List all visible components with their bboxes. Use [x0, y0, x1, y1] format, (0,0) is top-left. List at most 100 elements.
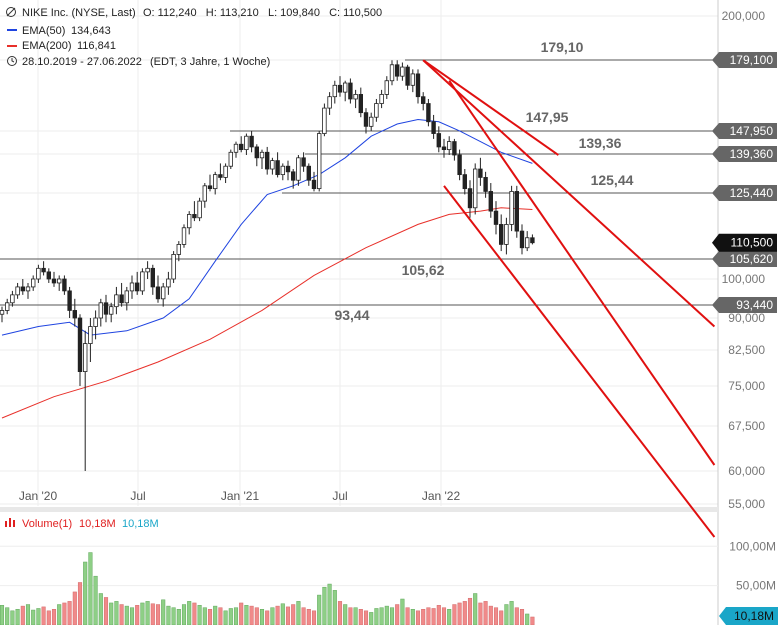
candle-93 — [483, 171, 488, 198]
clock-icon — [7, 56, 17, 66]
candle-1 — [5, 298, 10, 315]
candle-35 — [181, 224, 187, 248]
ema50-value: 134,643 — [71, 25, 111, 37]
price-tag-bg-5 — [719, 251, 777, 267]
candle-body-43 — [223, 165, 228, 178]
candle-62 — [322, 103, 327, 137]
candle-body-12 — [62, 278, 67, 292]
volume-bar-100 — [519, 609, 525, 625]
volume-bar-97 — [504, 604, 509, 625]
volume-value-1: 10,18M — [79, 518, 116, 530]
candle-87 — [452, 138, 457, 161]
volume-bar-20 — [103, 597, 109, 625]
candle-body-42 — [218, 174, 223, 178]
candle-body-35 — [181, 227, 187, 245]
candle-32 — [166, 271, 171, 295]
candle-70 — [363, 108, 369, 134]
candle-61 — [316, 130, 322, 192]
support-resistance-levels: 179,10 147,95 139,36 125,44 105,62 93,44 — [0, 39, 718, 323]
candle-97 — [504, 217, 509, 255]
candle-23 — [119, 282, 124, 307]
candle-91 — [472, 163, 478, 215]
volume-bar-53 — [275, 605, 280, 625]
volume-bar-77 — [400, 598, 405, 625]
price-tag-1: 179,100 — [730, 53, 774, 67]
candle-19 — [98, 298, 103, 327]
candle-body-77 — [400, 66, 405, 77]
volume-bar-68 — [353, 607, 358, 625]
volume-bar-15 — [77, 582, 83, 625]
time-axis: Jan '20 Jul Jan '21 Jul Jan '22 — [19, 489, 461, 503]
candle-52 — [270, 157, 275, 175]
candle-75 — [389, 60, 395, 86]
candle-81 — [420, 92, 426, 111]
candle-body-21 — [109, 306, 114, 315]
volume-bar-34 — [176, 609, 181, 625]
candle-body-10 — [51, 278, 57, 284]
price-tag-5: 105,620 — [730, 252, 774, 266]
volume-bar-27 — [140, 602, 145, 625]
price-tick-9: 82,500 — [728, 343, 765, 357]
candle-body-99 — [514, 191, 519, 232]
candle-26 — [134, 271, 140, 295]
volume-bar-49 — [254, 607, 259, 625]
candle-46 — [238, 136, 244, 153]
candle-body-102 — [530, 237, 535, 244]
candle-84 — [436, 126, 441, 153]
candle-98 — [509, 185, 514, 232]
volume-bar-62 — [322, 586, 327, 625]
volume-bar-56 — [291, 604, 296, 625]
candle-body-79 — [410, 73, 415, 86]
price-tag-bg-3 — [719, 146, 777, 162]
price-tick-6: 100,000 — [722, 272, 766, 286]
price-tag-arrow-2 — [712, 123, 719, 139]
volume-bar-21 — [109, 602, 114, 625]
volume-bar-24 — [124, 605, 129, 625]
last-price-tag-arrow — [712, 233, 719, 252]
volume-bar-40 — [207, 609, 213, 625]
candle-9 — [46, 268, 51, 283]
candle-65 — [337, 76, 343, 97]
candle-body-3 — [15, 286, 20, 296]
price-tag-arrow-1 — [712, 52, 719, 68]
price-tag-arrow-4 — [712, 185, 719, 201]
candle-body-59 — [306, 165, 311, 181]
candle-body-4 — [20, 286, 25, 292]
price-tag-2: 147,950 — [730, 124, 774, 138]
candle-45 — [233, 141, 239, 158]
time-tick-2: Jan '21 — [221, 489, 260, 503]
candle-88 — [457, 149, 462, 181]
volume-bar-79 — [410, 609, 415, 625]
candle-body-96 — [498, 224, 504, 245]
candle-56 — [290, 169, 296, 189]
candle-24 — [124, 286, 129, 311]
candle-body-8 — [41, 267, 46, 273]
price-tick-12: 60,000 — [728, 464, 765, 478]
volume-bar-67 — [348, 607, 353, 625]
candle-body-48 — [249, 135, 254, 148]
candle-body-91 — [472, 168, 478, 209]
level-label-1: 147,95 — [526, 109, 569, 125]
candle-16 — [83, 330, 88, 471]
volume-bar-89 — [462, 601, 467, 625]
candle-47 — [244, 133, 249, 156]
level-label-3: 125,44 — [591, 172, 634, 188]
volume-bar-17 — [88, 552, 93, 625]
candle-86 — [446, 136, 452, 156]
candle-40 — [207, 174, 213, 192]
volume-bar-99 — [514, 607, 519, 625]
candle-85 — [441, 138, 447, 158]
volume-tag-arrow — [719, 607, 726, 625]
candle-20 — [103, 294, 109, 323]
level-label-0: 179,10 — [541, 39, 584, 55]
candle-74 — [384, 76, 389, 99]
candle-57 — [296, 155, 301, 186]
candle-body-33 — [171, 254, 176, 280]
trend-channel-lines — [422, 59, 716, 538]
volume-bar-12 — [62, 602, 67, 625]
volume-bar-26 — [135, 605, 140, 625]
price-tag-bg-2 — [719, 123, 777, 139]
volume-bar-52 — [270, 607, 275, 625]
candle-68 — [353, 89, 358, 109]
